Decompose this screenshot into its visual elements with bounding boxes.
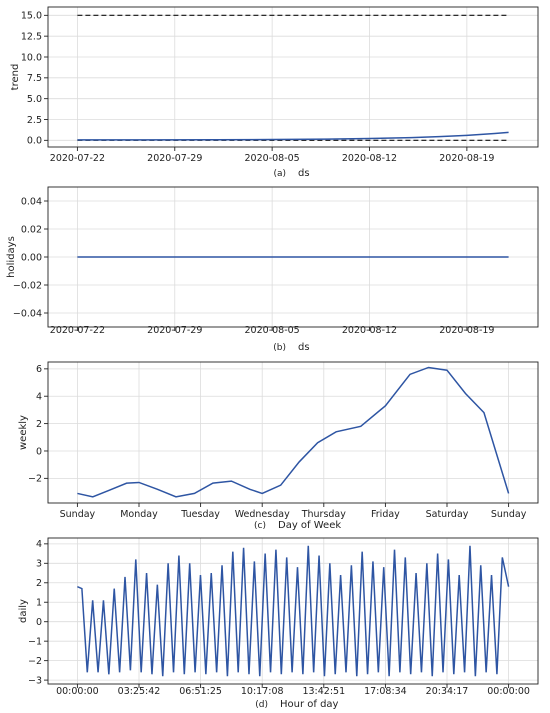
plot-frame xyxy=(47,361,539,504)
y-tick-label: 12.5 xyxy=(21,31,42,42)
y-tick-label: 5.0 xyxy=(27,94,42,105)
x-tick-label: 00:00:00 xyxy=(56,686,99,697)
y-tick-label: 1 xyxy=(36,598,42,609)
chart-panel-3: Sunday Monday Tuesday Wednesday Thursday Frid… xyxy=(18,361,539,531)
y-tick-label: 7.5 xyxy=(27,73,42,84)
series-line xyxy=(77,131,509,141)
panel-caption: (b) xyxy=(273,343,286,353)
x-tick-label: 17:08:34 xyxy=(364,686,407,697)
y-tick-label: 15.0 xyxy=(21,11,42,22)
x-tick-label: 00:00:00 xyxy=(487,686,530,697)
x-tick-label: 06:51:25 xyxy=(179,686,222,697)
x-tick-label: 2020-08-19 xyxy=(439,153,494,164)
plot-frame xyxy=(47,537,539,685)
y-axis-label: weekly xyxy=(18,415,29,450)
x-tick-label: 2020-07-29 xyxy=(147,153,202,164)
y-tick-label: 4 xyxy=(36,392,42,403)
x-tick-label: 10:17:08 xyxy=(241,686,284,697)
plot-frame xyxy=(47,6,539,148)
x-tick-label: 20:34:17 xyxy=(426,686,469,697)
y-tick-label: 2 xyxy=(36,419,42,430)
y-tick-label: 10.0 xyxy=(21,52,42,63)
y-tick-label: 2 xyxy=(36,578,42,589)
series-line xyxy=(77,545,510,677)
x-tick-label: 2020-08-12 xyxy=(342,325,397,336)
y-tick-label: 0.0 xyxy=(27,136,42,147)
y-tick-label: 3 xyxy=(36,559,42,570)
x-tick-label: Sunday xyxy=(491,509,527,520)
y-tick-label: 0.02 xyxy=(21,224,42,235)
y-tick-label: 0.00 xyxy=(21,252,42,263)
x-tick-label: 2020-08-19 xyxy=(439,325,494,336)
y-tick-label: 6 xyxy=(36,364,42,375)
x-tick-label: Friday xyxy=(371,509,400,520)
y-tick-label: −1 xyxy=(28,636,42,647)
x-axis-label: ds xyxy=(298,168,310,179)
panel-caption: (c) xyxy=(254,521,266,531)
x-tick-label: Tuesday xyxy=(180,509,220,520)
x-axis-label: ds xyxy=(298,342,310,353)
x-axis-label: Day of Week xyxy=(278,520,341,531)
y-tick-label: 2.5 xyxy=(27,115,42,126)
x-tick-label: Thursday xyxy=(301,509,347,520)
x-tick-label: Sunday xyxy=(60,509,96,520)
y-axis-label: holidays xyxy=(6,236,17,278)
x-tick-label: 2020-08-05 xyxy=(245,325,300,336)
series-line xyxy=(77,366,510,498)
x-tick-label: 2020-07-22 xyxy=(50,153,105,164)
y-tick-label: 0.04 xyxy=(21,196,42,207)
y-tick-label: 4 xyxy=(36,539,42,550)
x-tick-label: Wednesday xyxy=(235,509,290,520)
x-tick-label: 2020-08-05 xyxy=(245,153,300,164)
y-tick-label: −2 xyxy=(28,656,42,667)
x-tick-label: Saturday xyxy=(426,509,469,520)
y-axis-label: daily xyxy=(18,599,29,623)
x-axis-label: Hour of day xyxy=(280,699,339,710)
panel-caption: (d) xyxy=(255,700,268,710)
y-axis-label: trend xyxy=(10,64,21,91)
chart-panel-4: 00:00:00 03:25:42 06:51:25 10:17:08 13:42:51… xyxy=(18,537,539,710)
y-tick-label: −3 xyxy=(28,675,42,686)
x-tick-label: 13:42:51 xyxy=(302,686,345,697)
panel-caption: (a) xyxy=(273,169,286,179)
y-tick-label: −0.04 xyxy=(13,308,42,319)
x-tick-label: 03:25:42 xyxy=(118,686,161,697)
y-tick-label: −0.02 xyxy=(13,280,42,291)
x-tick-label: 2020-07-29 xyxy=(147,325,202,336)
chart-panel-2: 2020-07-22 2020-07-29 2020-08-05 2020-08-12… xyxy=(6,186,539,353)
y-tick-label: −2 xyxy=(28,474,42,485)
y-tick-label: 0 xyxy=(36,617,42,628)
chart-panel-1: 2020-07-22 2020-07-29 2020-08-05 2020-08-12… xyxy=(10,6,539,179)
x-tick-label: 2020-07-22 xyxy=(50,325,105,336)
x-tick-label: 2020-08-12 xyxy=(342,153,397,164)
y-tick-label: 0 xyxy=(36,446,42,457)
x-tick-label: Monday xyxy=(120,509,158,520)
